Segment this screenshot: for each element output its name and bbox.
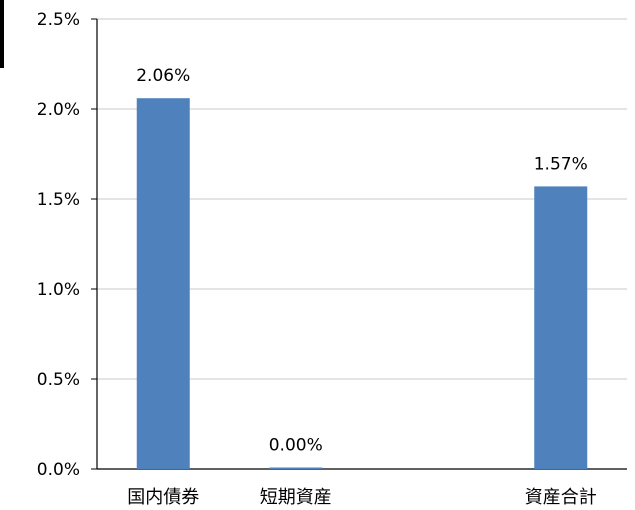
y-tick-label: 2.0%: [37, 100, 80, 120]
x-category-label: 短期資産: [260, 487, 332, 508]
bar: [269, 467, 323, 469]
y-tick-label: 0.0%: [37, 460, 80, 480]
y-tick-label: 0.5%: [37, 370, 80, 390]
data-label: 1.57%: [534, 154, 588, 174]
bar: [136, 98, 190, 469]
x-category-label: 国内債券: [127, 487, 199, 508]
x-category-label: 資産合計: [525, 487, 597, 508]
data-label: 2.06%: [136, 66, 190, 86]
data-label: 0.00%: [269, 436, 323, 456]
edge-marker: [0, 0, 4, 68]
y-tick-label: 1.5%: [37, 190, 80, 210]
y-tick-label: 2.5%: [37, 10, 80, 30]
y-tick-label: 1.0%: [37, 280, 80, 300]
bar: [534, 186, 588, 469]
